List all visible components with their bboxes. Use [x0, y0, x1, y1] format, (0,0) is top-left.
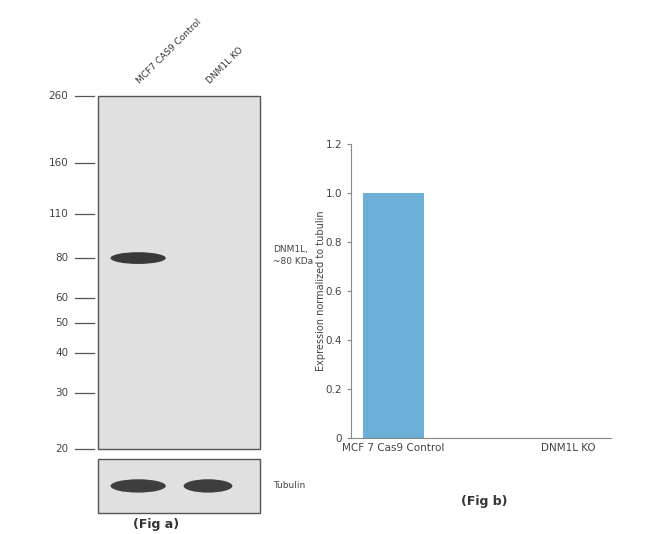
Text: DNM1L KO: DNM1L KO: [205, 45, 245, 85]
Ellipse shape: [111, 480, 166, 492]
Ellipse shape: [111, 252, 166, 264]
Text: Tubulin: Tubulin: [273, 482, 306, 490]
Text: (Fig a): (Fig a): [133, 519, 179, 531]
Ellipse shape: [183, 480, 233, 492]
Text: (Fig b): (Fig b): [461, 496, 508, 508]
Text: 60: 60: [55, 293, 68, 303]
Bar: [363, 193, 424, 438]
Text: 110: 110: [49, 209, 68, 219]
Text: 50: 50: [55, 318, 68, 328]
Text: 160: 160: [49, 158, 68, 168]
Text: 260: 260: [49, 91, 68, 101]
Text: 30: 30: [55, 388, 68, 398]
Text: DNM1L,
~80 KDa: DNM1L, ~80 KDa: [273, 245, 313, 266]
Text: 80: 80: [55, 253, 68, 263]
Text: MCF7 CAS9 Control: MCF7 CAS9 Control: [135, 18, 203, 85]
Text: 20: 20: [55, 444, 68, 453]
Bar: [98, 459, 260, 513]
Text: 40: 40: [55, 348, 68, 358]
Bar: [98, 96, 260, 449]
Y-axis label: Expression normalized to tubulin: Expression normalized to tubulin: [316, 211, 326, 371]
